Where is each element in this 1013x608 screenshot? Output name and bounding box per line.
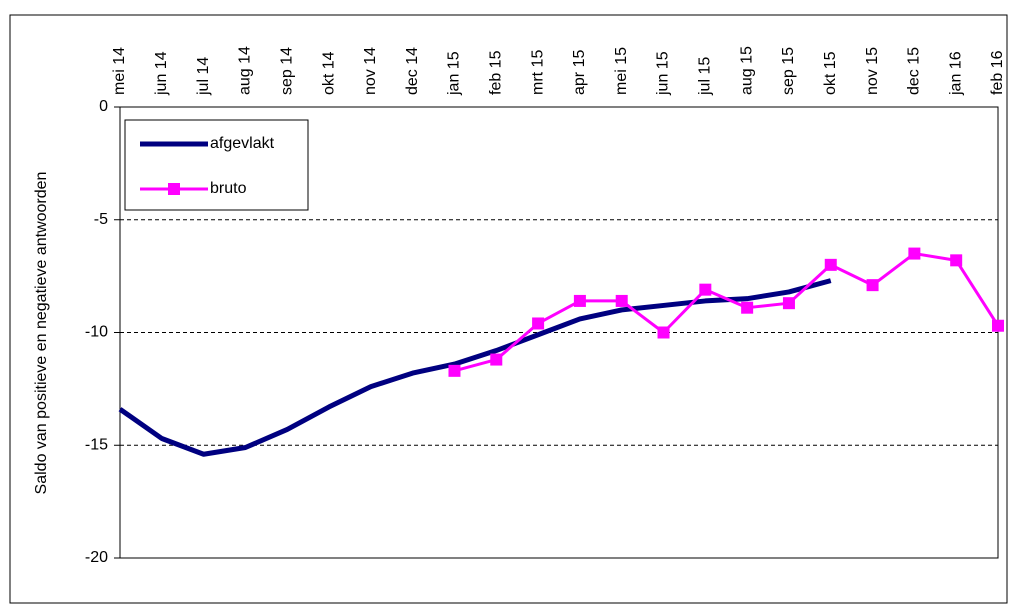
x-tick-label: feb 15 <box>488 50 505 95</box>
marker <box>657 326 670 339</box>
legend-label: bruto <box>210 180 247 197</box>
x-tick-label: jun 15 <box>655 51 672 96</box>
legend-label: afgevlakt <box>210 135 275 152</box>
marker <box>573 294 586 307</box>
x-tick-label: jan 16 <box>947 51 964 96</box>
y-axis-label: Saldo van positieve en negatieve antwoor… <box>33 172 50 495</box>
x-tick-label: nov 15 <box>864 47 881 95</box>
marker <box>448 364 461 377</box>
x-tick-label: mei 14 <box>111 47 128 95</box>
x-tick-label: jan 15 <box>446 51 463 96</box>
x-tick-label: jul 14 <box>195 57 212 96</box>
x-tick-label: feb 16 <box>989 50 1006 95</box>
x-tick-label: sep 15 <box>780 47 797 95</box>
x-tick-label: aug 15 <box>738 46 755 95</box>
marker <box>532 317 545 330</box>
x-tick-label: dec 15 <box>906 47 923 95</box>
marker <box>908 247 921 260</box>
x-tick-label: jul 15 <box>697 57 714 96</box>
x-tick-label: okt 15 <box>822 51 839 95</box>
marker <box>782 297 795 310</box>
y-tick-label: -20 <box>85 549 108 566</box>
y-tick-label: -10 <box>85 324 108 341</box>
marker <box>866 279 879 292</box>
x-tick-label: mrt 15 <box>529 50 546 95</box>
x-tick-label: okt 14 <box>320 51 337 95</box>
series-line <box>454 252 1000 373</box>
legend-marker <box>168 183 180 195</box>
legend-box <box>124 119 309 211</box>
marker <box>992 319 1004 332</box>
x-tick-label: mei 15 <box>613 47 630 95</box>
y-tick-label: 0 <box>99 98 108 115</box>
x-tick-label: apr 15 <box>571 50 588 95</box>
marker <box>950 254 963 267</box>
marker <box>615 294 628 307</box>
x-tick-label: sep 14 <box>278 47 295 95</box>
marker <box>741 301 754 314</box>
x-tick-label: jun 14 <box>153 51 170 96</box>
series-line <box>118 278 832 457</box>
x-tick-label: dec 14 <box>404 47 421 95</box>
marker <box>490 353 503 366</box>
marker <box>699 283 712 296</box>
marker <box>824 258 837 271</box>
y-tick-label: -5 <box>94 211 108 228</box>
y-tick-label: -15 <box>85 436 108 453</box>
x-tick-label: aug 14 <box>237 46 254 95</box>
x-tick-label: nov 14 <box>362 47 379 95</box>
plot-border <box>119 106 999 559</box>
